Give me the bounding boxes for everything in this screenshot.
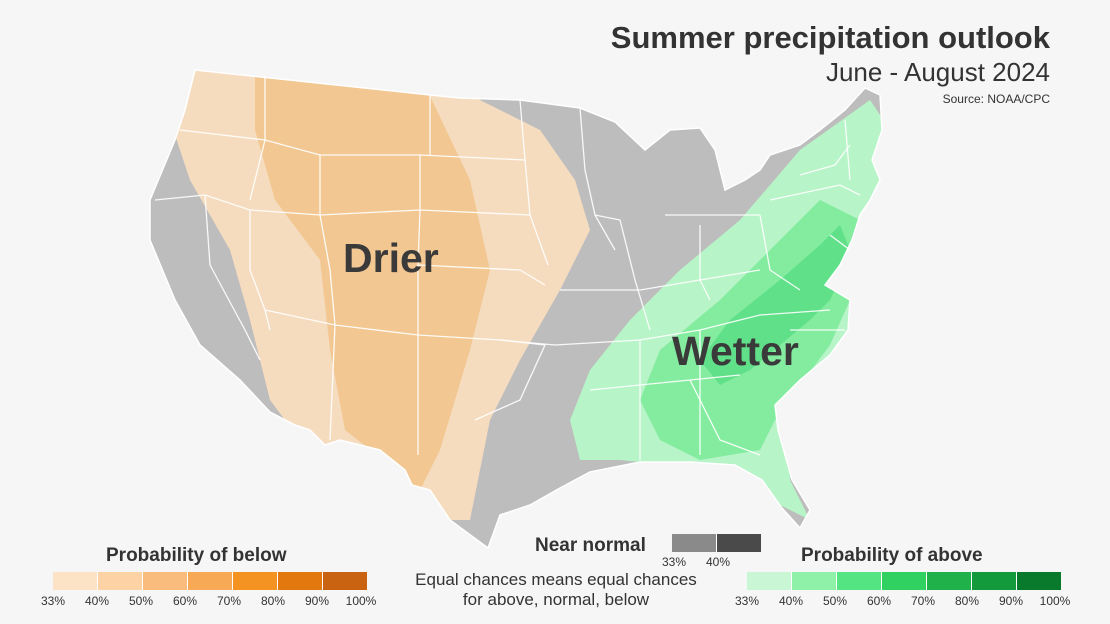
page-subtitle: June - August 2024 xyxy=(825,57,1050,87)
equal-chances-note: Equal chances means equal chances for ab… xyxy=(415,570,697,609)
legend-below-tick: 100% xyxy=(345,594,377,608)
legend-above-swatch xyxy=(972,572,1017,590)
legend-below-tick: 33% xyxy=(40,594,66,608)
legend-below-tick: 50% xyxy=(128,594,154,608)
drier-label: Drier xyxy=(343,235,439,281)
legend-below-swatch xyxy=(143,572,188,590)
legend-near-title: Near normal xyxy=(535,535,646,556)
legend-above-tick: 100% xyxy=(1039,594,1071,608)
legend-near-swatches xyxy=(672,534,761,552)
legend-below-swatch xyxy=(233,572,278,590)
legend-below-tick: 60% xyxy=(172,594,198,608)
wetter-label: Wetter xyxy=(672,328,799,374)
legend-above-swatch xyxy=(882,572,927,590)
drier-zone-40-50 xyxy=(255,70,490,490)
legend-below-swatch xyxy=(278,572,323,590)
legend-below-swatches xyxy=(53,572,367,590)
legend-above-tick: 40% xyxy=(778,594,804,608)
legend-below-swatch xyxy=(323,572,367,590)
legend-near-tick: 33% xyxy=(661,555,687,569)
legend-below-tick: 40% xyxy=(84,594,110,608)
legend-above-swatch xyxy=(927,572,972,590)
legend-below-title: Probability of below xyxy=(106,545,287,566)
legend-above-swatch xyxy=(1017,572,1061,590)
wetter-zone-50-60 xyxy=(700,225,852,385)
legend-below-tick: 80% xyxy=(260,594,286,608)
source-credit: Source: NOAA/CPC xyxy=(942,92,1050,106)
legend-above-swatch xyxy=(747,572,792,590)
legend-above-swatch xyxy=(837,572,882,590)
legend-below-tick: 70% xyxy=(216,594,242,608)
legend-below-tick: 90% xyxy=(304,594,330,608)
page-title: Summer precipitation outlook xyxy=(610,20,1050,55)
legend-above-tick: 50% xyxy=(822,594,848,608)
legend-above-title: Probability of above xyxy=(801,545,983,566)
legend-below-swatch xyxy=(53,572,98,590)
legend-above-tick: 80% xyxy=(954,594,980,608)
legend-above-tick: 33% xyxy=(734,594,760,608)
legend-above-tick: 90% xyxy=(998,594,1024,608)
legend-below-swatch xyxy=(188,572,233,590)
legend-below-swatch xyxy=(98,572,143,590)
us-outline xyxy=(149,69,883,550)
legend-above-swatches xyxy=(747,572,1061,590)
legend-above-tick: 70% xyxy=(910,594,936,608)
state-borders xyxy=(154,75,861,460)
legend-near-swatch xyxy=(717,534,761,552)
legend-near-swatch xyxy=(672,534,717,552)
legend-above-tick: 60% xyxy=(866,594,892,608)
legend-above-swatch xyxy=(792,572,837,590)
legend-near-tick: 40% xyxy=(705,555,731,569)
